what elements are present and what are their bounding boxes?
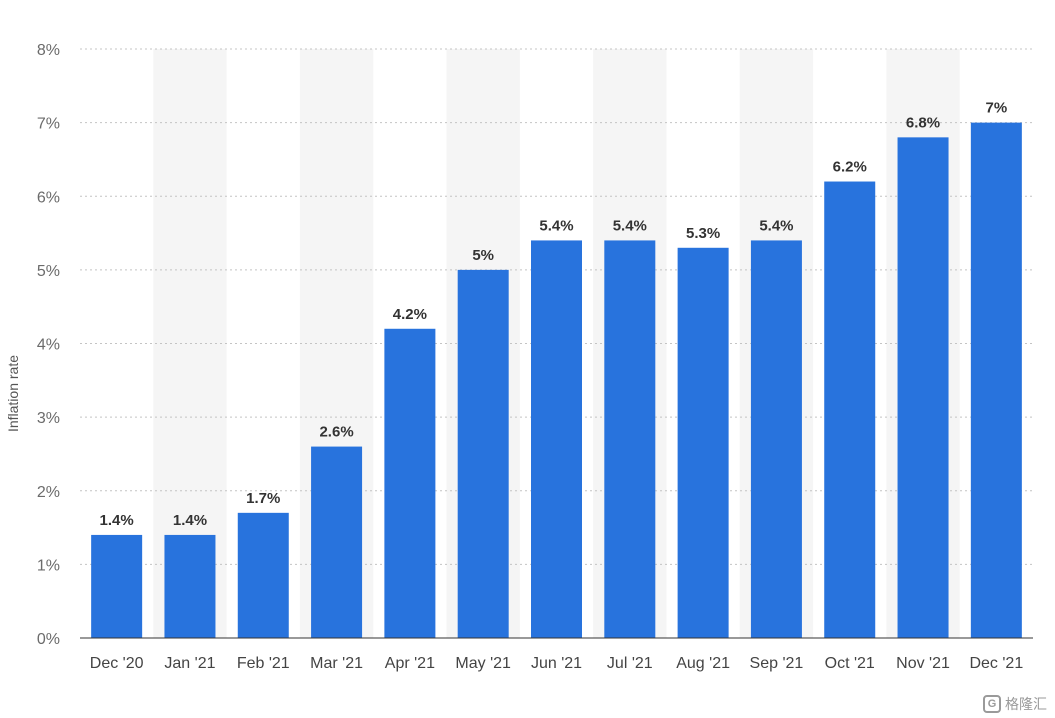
bar-value-label: 6.8% (906, 114, 940, 131)
y-axis-title: Inflation rate (5, 355, 21, 432)
bar-value-label: 1.7% (246, 490, 280, 507)
y-tick-label: 5% (37, 263, 60, 280)
bar-value-label: 5.4% (759, 217, 793, 234)
bar-value-label: 4.2% (393, 306, 427, 323)
bar[interactable] (457, 269, 509, 638)
bar-value-label: 2.6% (319, 424, 353, 441)
x-tick-label: Jul '21 (607, 655, 653, 672)
bar[interactable] (384, 328, 436, 638)
bar-value-label: 1.4% (100, 512, 134, 529)
bar-value-label: 5.4% (613, 217, 647, 234)
x-tick-label: Oct '21 (825, 655, 875, 672)
y-axis-ticks: 0% 1% 2% 3% 4% 5% 6% 7% 8% (37, 42, 60, 648)
x-tick-label: Mar '21 (310, 655, 363, 672)
y-tick-label: 8% (37, 42, 60, 59)
bar[interactable] (750, 240, 802, 639)
x-tick-label: Sep '21 (750, 655, 804, 672)
y-tick-label: 7% (37, 116, 60, 133)
x-tick-label: Apr '21 (385, 655, 435, 672)
x-tick-label: Feb '21 (237, 655, 290, 672)
bars (91, 122, 1022, 639)
bar-value-label: 5.3% (686, 225, 720, 242)
bar[interactable] (824, 181, 876, 638)
bar[interactable] (897, 137, 949, 638)
value-labels: 1.4% 1.4% 1.7% 2.6% 4.2% 5% 5.4% 5.4% 5.3% 5.4% 6.… (100, 100, 1008, 529)
y-tick-label: 4% (37, 337, 60, 354)
bar-value-label: 7% (986, 100, 1008, 117)
bar[interactable] (164, 534, 216, 638)
x-tick-label: Nov '21 (896, 655, 950, 672)
y-tick-label: 3% (37, 410, 60, 427)
x-tick-label: Jun '21 (531, 655, 582, 672)
bar[interactable] (237, 512, 289, 638)
bar[interactable] (677, 247, 729, 638)
bar[interactable] (311, 446, 363, 638)
y-tick-label: 6% (37, 189, 60, 206)
bar[interactable] (91, 534, 143, 638)
watermark-logo-icon: G (983, 695, 1001, 713)
y-tick-label: 0% (37, 631, 60, 648)
bar-value-label: 6.2% (833, 159, 867, 176)
watermark-text: 格隆汇 (1005, 696, 1047, 712)
bar[interactable] (970, 122, 1022, 638)
x-tick-label: Jan '21 (164, 655, 215, 672)
x-axis-ticks: Dec '20 Jan '21 Feb '21 Mar '21 Apr '21 May '… (90, 655, 1024, 672)
bar-value-label: 5% (472, 247, 494, 264)
x-tick-label: Dec '21 (969, 655, 1023, 672)
bar-value-label: 1.4% (173, 512, 207, 529)
bar-value-label: 5.4% (539, 217, 573, 234)
y-tick-label: 2% (37, 484, 60, 501)
x-tick-label: May '21 (455, 655, 511, 672)
bar[interactable] (531, 240, 582, 639)
x-tick-label: Dec '20 (90, 655, 144, 672)
x-tick-label: Aug '21 (676, 655, 730, 672)
watermark: G 格隆汇 (983, 694, 1047, 714)
bar[interactable] (604, 240, 656, 639)
y-tick-label: 1% (37, 557, 60, 574)
